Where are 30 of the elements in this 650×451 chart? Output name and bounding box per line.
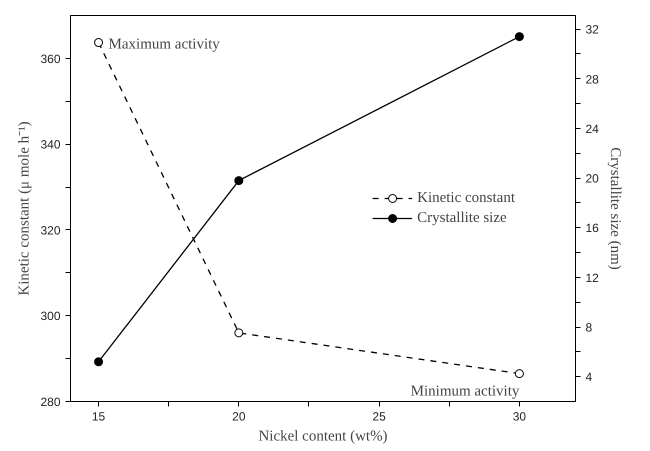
annotation: Maximum activity [108,36,220,53]
point [94,38,104,48]
y2-tick-label: 16 [586,221,600,236]
annotation: Minimum activity [410,384,520,400]
y2-tick-label: 32 [586,22,600,37]
point [94,357,104,366]
y2-tick-label: 24 [586,122,600,136]
y2-tick-label: 8 [586,320,592,335]
x-tick-label: 15 [92,410,106,424]
y2-tick-label: 4 [586,370,592,384]
y-axis-title: Kinetic constant (μ mole h⁻¹) [16,121,32,296]
legend-label: Crystallite size [417,210,507,226]
y-tick-label: 280 [40,395,61,409]
point [234,328,244,338]
y-tick-label: 360 [40,52,61,66]
y2-tick-label: 12 [586,270,600,285]
x-tick-label: 30 [512,410,526,424]
y2-tick-label: 28 [586,72,600,86]
x-tick-label: 20 [232,410,246,424]
x-tick-label: 25 [372,410,386,424]
y-tick-label: 300 [40,309,61,324]
y2-tick-label: 20 [586,172,600,186]
legend-label: Kinetic constant [417,190,515,206]
x-axis-title: Nickel content (wt%) [258,428,388,444]
point [234,176,244,186]
y-tick-label: 320 [40,223,61,238]
y2-axis-title: Crystallite size (nm) [606,147,623,270]
point [514,32,524,42]
point [514,369,524,378]
y-tick-label: 340 [40,138,61,152]
